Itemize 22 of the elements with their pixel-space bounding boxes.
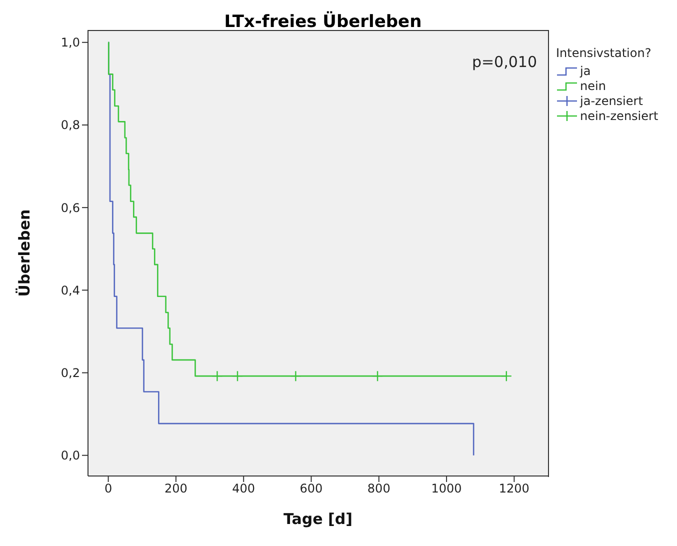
x-tick-label: 1000 <box>431 482 462 496</box>
y-tick-label: 0,2 <box>60 366 80 380</box>
chart-title: LTx-freies Überleben <box>223 12 423 32</box>
x-tick-label: 0 <box>104 482 112 496</box>
y-tick-label: 0,6 <box>60 200 80 215</box>
y-tick-label: 1,0 <box>60 36 80 50</box>
y-tick-label: 0,0 <box>60 448 80 463</box>
legend-title: Intensivstation? <box>556 46 652 60</box>
x-tick-label: 800 <box>367 482 390 496</box>
legend-label: ja-zensiert <box>580 94 643 108</box>
annotation: p=0,010 <box>472 53 537 71</box>
x-tick-label: 400 <box>232 482 256 496</box>
y-tick-label: 0,4 <box>60 283 80 298</box>
legend-label: nein <box>580 78 606 92</box>
legend-label: ja <box>580 64 591 78</box>
x-tick-label: 600 <box>300 482 323 496</box>
x-tick-label: 200 <box>164 482 188 496</box>
y-tick-label: 0,8 <box>60 118 80 132</box>
legend-label: nein-zensiert <box>580 108 658 122</box>
x-tick-label: 1200 <box>498 482 530 496</box>
y-axis-title: Überleben <box>15 209 34 297</box>
x-axis-title: Tage [d] <box>283 510 353 528</box>
